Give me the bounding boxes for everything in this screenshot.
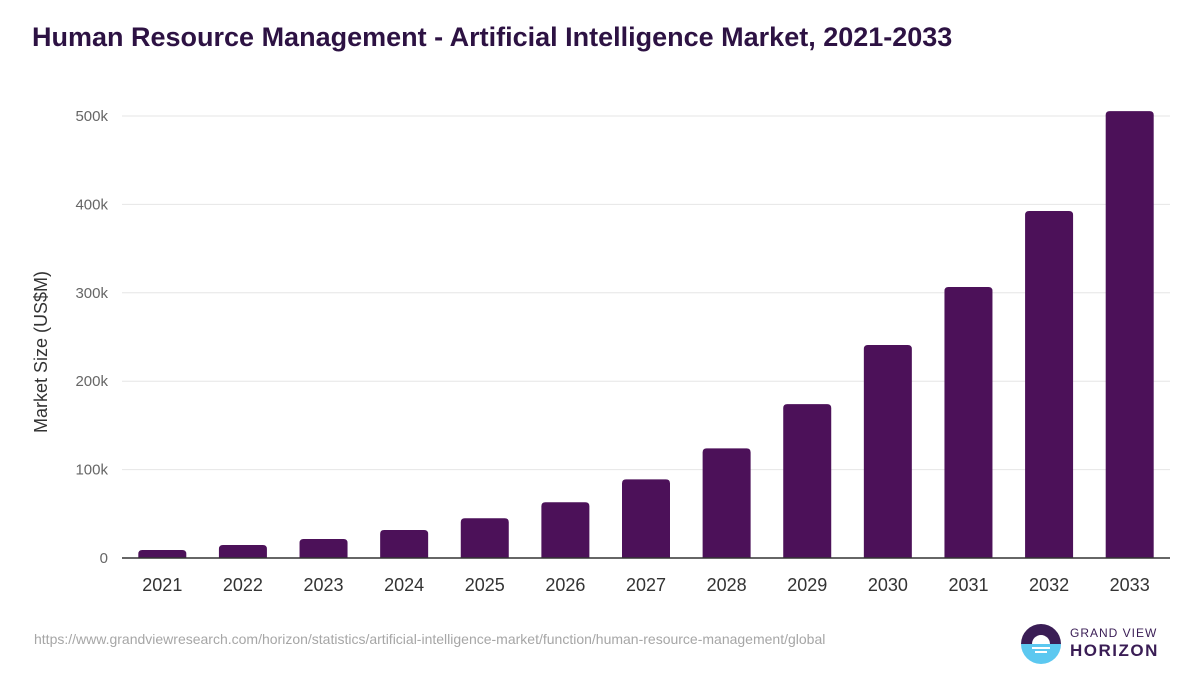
- grand-view-horizon-logo: GRAND VIEW HORIZON: [1020, 623, 1159, 665]
- bar-2026: [541, 502, 590, 558]
- chart-title: Human Resource Management - Artificial I…: [32, 22, 953, 52]
- x-tick-label: 2030: [868, 575, 908, 595]
- bar-2031: [944, 287, 993, 558]
- bar-2023: [299, 538, 348, 558]
- source-url[interactable]: https://www.grandviewresearch.com/horizo…: [34, 631, 826, 647]
- x-tick-label: 2026: [545, 575, 585, 595]
- logo-text-grand-view: GRAND VIEW: [1070, 626, 1158, 641]
- y-tick-label: 0: [100, 550, 108, 567]
- y-tick-label: 200k: [75, 373, 108, 390]
- x-tick-label: 2032: [1029, 575, 1069, 595]
- x-tick-label: 2027: [626, 575, 666, 595]
- x-tick-label: 2024: [384, 575, 424, 595]
- bar-2033: [1105, 111, 1154, 558]
- bar-2030: [863, 344, 912, 558]
- x-tick-label: 2021: [142, 575, 182, 595]
- y-tick-label: 400k: [75, 196, 108, 213]
- bar-2032: [1025, 211, 1074, 558]
- x-tick-label: 2033: [1110, 575, 1150, 595]
- x-tick-label: 2022: [223, 575, 263, 595]
- bar-2028: [702, 448, 751, 558]
- bar-2029: [783, 404, 832, 558]
- y-tick-label: 500k: [75, 108, 108, 125]
- x-tick-label: 2031: [948, 575, 988, 595]
- x-tick-label: 2029: [787, 575, 827, 595]
- y-tick-label: 300k: [75, 285, 108, 302]
- x-tick-label: 2028: [707, 575, 747, 595]
- horizon-logo-icon: [1021, 624, 1061, 664]
- bar-2027: [622, 479, 670, 558]
- logo-text-horizon: HORIZON: [1070, 641, 1159, 661]
- y-axis-label: Market Size (US$M): [31, 271, 51, 433]
- x-tick-label: 2023: [304, 575, 344, 595]
- bar-2024: [380, 529, 429, 558]
- bar-2021: [138, 550, 187, 558]
- bar-2025: [460, 518, 509, 558]
- y-tick-label: 100k: [75, 462, 108, 479]
- x-tick-label: 2025: [465, 575, 505, 595]
- bar-2022: [218, 545, 267, 558]
